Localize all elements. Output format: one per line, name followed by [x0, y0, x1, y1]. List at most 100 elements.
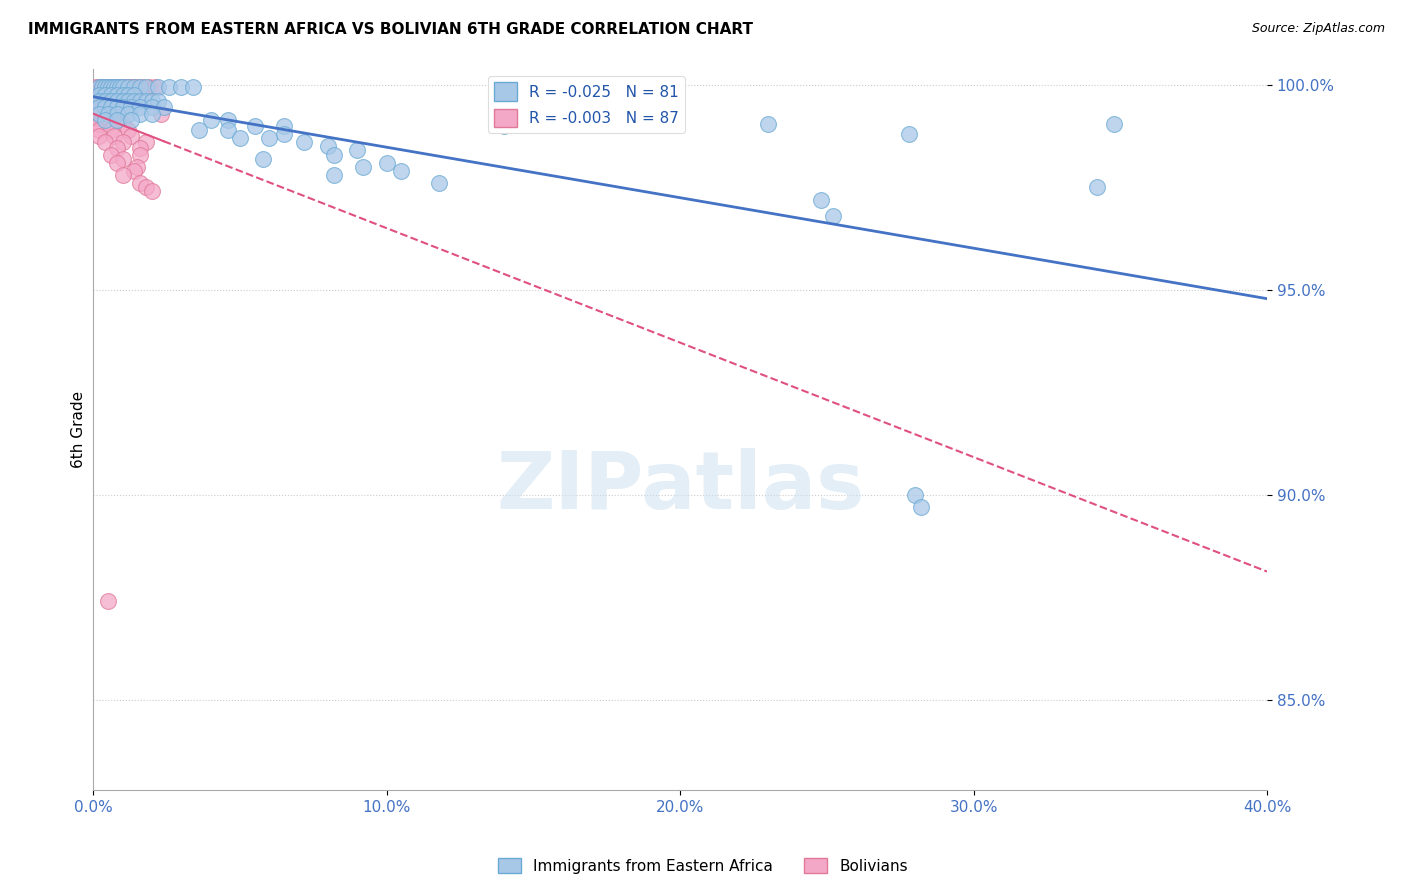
Point — [821, 209, 844, 223]
Point — [87, 100, 110, 114]
Point — [129, 79, 152, 94]
Point — [120, 100, 142, 114]
Point — [87, 117, 110, 131]
Point — [111, 95, 134, 109]
Point — [97, 79, 120, 94]
Point — [97, 86, 120, 100]
Point — [120, 129, 142, 144]
Point — [120, 112, 142, 127]
Point — [141, 100, 163, 114]
Point — [94, 88, 117, 103]
Point — [322, 147, 344, 161]
Point — [87, 106, 110, 120]
Point — [111, 152, 134, 166]
Point — [87, 92, 110, 106]
Point — [91, 79, 114, 94]
Point — [103, 129, 125, 144]
Point — [229, 131, 252, 145]
Point — [111, 117, 134, 131]
Point — [100, 123, 122, 137]
Point — [105, 141, 128, 155]
Point — [87, 98, 110, 112]
Point — [522, 117, 544, 131]
Point — [103, 79, 125, 94]
Point — [654, 115, 676, 129]
Point — [243, 119, 266, 133]
Point — [316, 139, 339, 153]
Point — [87, 79, 110, 94]
Point — [117, 95, 139, 109]
Point — [141, 185, 163, 199]
Point — [100, 79, 122, 94]
Point — [170, 79, 193, 94]
Point — [181, 79, 204, 94]
Point — [111, 79, 134, 94]
Point — [84, 86, 107, 100]
Point — [94, 104, 117, 119]
Point — [108, 79, 131, 94]
Point — [352, 160, 374, 174]
Point — [429, 176, 451, 190]
Point — [111, 79, 134, 94]
Point — [259, 131, 281, 145]
Point — [105, 79, 128, 94]
Point — [87, 79, 110, 94]
Point — [187, 123, 209, 137]
Point — [91, 104, 114, 119]
Point — [152, 100, 174, 114]
Point — [91, 86, 114, 100]
Point — [94, 79, 117, 94]
Point — [84, 111, 107, 125]
Point — [129, 95, 152, 109]
Point — [135, 136, 157, 150]
Point — [141, 106, 163, 120]
Point — [810, 193, 832, 207]
Point — [87, 129, 110, 144]
Point — [346, 144, 368, 158]
Point — [100, 88, 122, 103]
Point — [122, 88, 145, 103]
Point — [117, 79, 139, 94]
Point — [105, 88, 128, 103]
Point — [100, 79, 122, 94]
Point — [97, 79, 120, 94]
Point — [94, 136, 117, 150]
Point — [94, 112, 117, 127]
Point — [159, 79, 181, 94]
Point — [294, 136, 316, 150]
Point — [120, 79, 142, 94]
Point — [100, 95, 122, 109]
Text: IMMIGRANTS FROM EASTERN AFRICA VS BOLIVIAN 6TH GRADE CORRELATION CHART: IMMIGRANTS FROM EASTERN AFRICA VS BOLIVI… — [28, 22, 754, 37]
Point — [105, 100, 128, 114]
Y-axis label: 6th Grade: 6th Grade — [72, 391, 86, 467]
Point — [84, 98, 107, 112]
Point — [100, 147, 122, 161]
Point — [122, 79, 145, 94]
Point — [129, 106, 152, 120]
Point — [898, 127, 921, 141]
Point — [143, 79, 166, 94]
Point — [114, 79, 136, 94]
Legend: Immigrants from Eastern Africa, Bolivians: Immigrants from Eastern Africa, Bolivian… — [492, 852, 914, 880]
Point — [105, 106, 128, 120]
Point — [87, 86, 110, 100]
Point — [129, 141, 152, 155]
Point — [105, 155, 128, 169]
Point — [375, 155, 398, 169]
Point — [217, 112, 239, 127]
Point — [322, 168, 344, 182]
Point — [111, 136, 134, 150]
Point — [138, 79, 160, 94]
Point — [94, 92, 117, 106]
Point — [105, 112, 128, 127]
Point — [108, 104, 131, 119]
Point — [129, 176, 152, 190]
Point — [217, 123, 239, 137]
Point — [135, 79, 157, 94]
Text: ZIPatlas: ZIPatlas — [496, 448, 865, 526]
Point — [904, 488, 927, 502]
Point — [1085, 180, 1108, 194]
Point — [127, 79, 149, 94]
Point — [97, 92, 120, 106]
Point — [97, 594, 120, 608]
